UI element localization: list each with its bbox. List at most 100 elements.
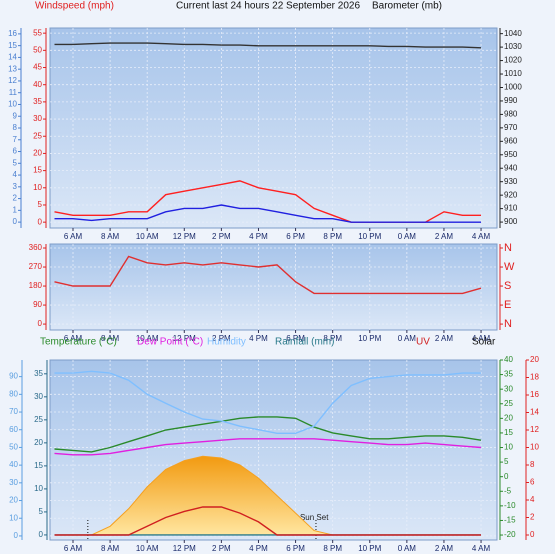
x-tick-label: 0 AM [398, 232, 417, 241]
x-tick-label: 0 AM [398, 334, 417, 343]
x-tick-label: 4 AM [472, 232, 491, 241]
y-tick-label: 25 [504, 399, 513, 408]
y-tick-label: E [504, 299, 511, 311]
y-tick-label: 0 [14, 531, 19, 540]
y-tick-label: 1 [13, 205, 18, 214]
x-tick-label: 2 PM [212, 232, 231, 241]
y-tick-label: 960 [504, 136, 518, 145]
x-tick-label: 10 AM [136, 232, 159, 241]
y-tick-label: 7 [13, 135, 18, 144]
y-tick-label: 900 [504, 217, 518, 226]
legend-label: Rainfall (mm) [275, 337, 334, 348]
x-tick-label: 6 AM [64, 334, 83, 343]
y-tick-label: 10 [8, 100, 17, 109]
y-tick-label: 1010 [504, 69, 522, 78]
y-tick-label: 60 [9, 425, 18, 434]
x-tick-label: 6 PM [286, 544, 305, 553]
y-tick-label: 2 [530, 513, 535, 522]
y-tick-label: -10 [504, 501, 516, 510]
y-tick-label: 14 [8, 53, 17, 62]
x-tick-label: 2 AM [435, 334, 454, 343]
y-tick-label: 45 [33, 63, 42, 72]
y-tick-label: -15 [504, 516, 516, 525]
y-tick-label: 3 [13, 182, 18, 191]
legend-label: Humidity [207, 337, 246, 348]
y-tick-label: 90 [9, 372, 18, 381]
y-tick-label: 920 [504, 190, 518, 199]
y-tick-label: 90 [33, 300, 42, 309]
y-tick-label: 910 [504, 204, 518, 213]
y-tick-label: 270 [29, 262, 43, 271]
x-tick-label: 4 AM [472, 544, 491, 553]
y-tick-label: 0 [13, 217, 18, 226]
y-tick-label: 16 [8, 29, 17, 38]
y-tick-label: 0 [38, 319, 43, 328]
y-tick-label: 940 [504, 163, 518, 172]
y-tick-label: 10 [530, 443, 539, 452]
x-tick-label: 2 PM [212, 544, 231, 553]
y-tick-label: 1040 [504, 29, 522, 38]
x-tick-label: 8 AM [101, 334, 120, 343]
x-tick-label: 2 PM [212, 334, 231, 343]
y-tick-label: W [504, 261, 515, 273]
y-tick-label: 5 [38, 200, 43, 209]
y-tick-label: 30 [34, 392, 43, 401]
y-tick-label: 6 [13, 147, 18, 156]
y-tick-label: 30 [9, 478, 18, 487]
y-tick-label: 2 [13, 194, 18, 203]
x-tick-label: 10 AM [136, 334, 159, 343]
y-tick-label: 9 [13, 111, 18, 120]
plot-area [49, 243, 498, 331]
y-tick-label: 0 [38, 217, 43, 226]
y-tick-label: S [504, 280, 511, 292]
x-tick-label: 8 PM [323, 334, 342, 343]
chart-title: Current last 24 hours 22 September 2026 [176, 1, 360, 12]
y-tick-label: 40 [504, 355, 513, 364]
x-tick-label: 12 PM [173, 544, 196, 553]
y-tick-label: 0 [39, 530, 44, 539]
y-tick-label: 12 [8, 76, 17, 85]
x-tick-label: 12 PM [173, 334, 196, 343]
y-tick-label: 35 [33, 97, 42, 106]
legend-label: Temperature (°C) [40, 337, 117, 348]
y-tick-label: 10 [9, 513, 18, 522]
line [54, 438, 482, 456]
line [54, 204, 481, 223]
x-tick-label: 8 PM [323, 232, 342, 241]
y-tick-label: 20 [530, 355, 539, 364]
line [54, 42, 482, 49]
x-tick-label: 10 AM [136, 544, 159, 553]
y-tick-label: 15 [33, 166, 42, 175]
x-tick-label: 4 PM [249, 232, 268, 241]
y-tick-label: 5 [504, 457, 509, 466]
x-tick-label: 4 PM [249, 334, 268, 343]
x-tick-label: 12 PM [173, 232, 196, 241]
legend-label: Solar [472, 337, 496, 348]
y-tick-label: 1020 [504, 56, 522, 65]
area-fill [54, 456, 482, 536]
legend-label: Dew Point (°C) [137, 337, 203, 348]
y-tick-label: -20 [504, 530, 516, 539]
y-tick-label: 11 [9, 88, 18, 97]
y-tick-label: 35 [34, 369, 43, 378]
y-tick-label: 4 [530, 495, 535, 504]
y-tick-label: -5 [504, 486, 512, 495]
line [54, 416, 482, 453]
x-tick-label: 8 AM [101, 544, 120, 553]
y2-axis-title: Barometer (mb) [372, 1, 442, 12]
y-tick-label: 15 [8, 41, 17, 50]
y-tick-label: 8 [13, 123, 18, 132]
y-tick-label: 16 [530, 390, 539, 399]
y-tick-label: 30 [504, 384, 513, 393]
y-tick-label: N [504, 242, 512, 254]
y-tick-label: 5 [39, 507, 44, 516]
y-tick-label: 5 [13, 158, 18, 167]
y-tick-label: 40 [33, 80, 42, 89]
x-tick-label: 6 AM [64, 232, 83, 241]
y-tick-label: N [504, 318, 512, 330]
y-tick-label: 70 [9, 407, 18, 416]
y-tick-label: 6 [530, 478, 535, 487]
y-tick-label: 10 [34, 484, 43, 493]
y-tick-label: 13 [8, 64, 17, 73]
